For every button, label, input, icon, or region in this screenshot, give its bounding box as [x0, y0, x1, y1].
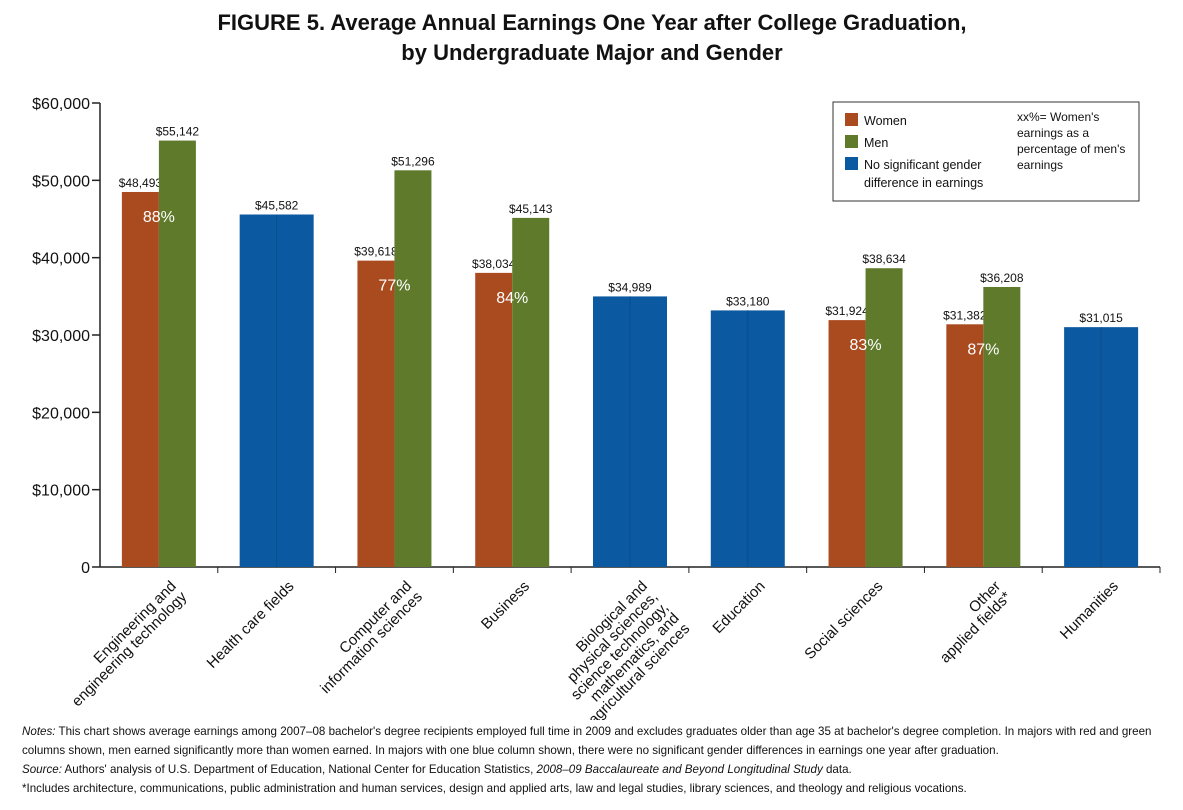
- bar: [512, 217, 550, 567]
- y-tick-label: $10,000: [32, 483, 90, 500]
- value-label: $31,382: [943, 308, 987, 322]
- x-tick-label: Biological andphysical sciences,science …: [543, 578, 694, 720]
- notes: Notes: This chart shows average earnings…: [22, 722, 1167, 798]
- ratio-label: 83%: [850, 337, 882, 354]
- y-tick-label: $60,000: [32, 96, 90, 113]
- x-tick-label: Engineering andengineering technology: [58, 577, 191, 710]
- y-tick-label: $30,000: [32, 328, 90, 345]
- ratio-label: 87%: [967, 341, 999, 358]
- legend-box: [832, 101, 1140, 202]
- x-tick-label: Health care fields: [204, 578, 298, 672]
- ratio-label: 77%: [378, 278, 410, 295]
- value-label: $48,493: [119, 176, 163, 190]
- notes-text: This chart shows average earnings among …: [22, 725, 1152, 757]
- legend-label: No significant gender difference in earni…: [864, 158, 983, 190]
- value-label: $31,015: [1079, 311, 1123, 325]
- value-label: $38,634: [862, 252, 906, 266]
- value-label: $31,924: [825, 304, 869, 318]
- bar: [828, 320, 866, 567]
- notes-label: Notes:: [22, 725, 56, 738]
- source-text: Authors' analysis of U.S. Department of …: [61, 763, 537, 776]
- value-label: $33,180: [726, 294, 770, 308]
- footnote: *Includes architecture, communications, …: [22, 782, 967, 795]
- bar: [394, 170, 432, 568]
- ratio-label: 84%: [496, 290, 528, 307]
- value-label: $55,142: [156, 125, 200, 139]
- x-tick-label: Humanities: [1057, 578, 1122, 643]
- bar: [865, 268, 903, 567]
- value-label: $39,618: [354, 245, 398, 259]
- value-label: $45,143: [509, 202, 553, 216]
- source-title: 2008–09 Baccalaureate and Beyond Longitu…: [536, 763, 823, 776]
- legend-swatch: [845, 157, 858, 170]
- x-tick-label: Business: [478, 578, 533, 633]
- bar: [158, 140, 196, 567]
- legend-note: xx%= Women's earnings as a percentage of m…: [1017, 110, 1125, 172]
- notes-paragraph: Notes: This chart shows average earnings…: [22, 722, 1167, 760]
- value-label: $51,296: [391, 154, 435, 168]
- source-label: Source:: [22, 763, 62, 776]
- bar: [357, 260, 395, 567]
- chart: FIGURE 5. Average Annual Earnings One Ye…: [32, 10, 1161, 720]
- value-label: $36,208: [980, 271, 1024, 285]
- bar: [983, 286, 1021, 567]
- y-tick-label: $20,000: [32, 405, 90, 422]
- x-tick-label: Social sciences: [801, 578, 886, 663]
- legend-swatch: [845, 113, 858, 126]
- bar: [946, 324, 984, 567]
- bar: [121, 191, 159, 567]
- y-tick-label: $50,000: [32, 173, 90, 190]
- source-paragraph: Source: Authors' analysis of U.S. Depart…: [22, 760, 1167, 779]
- legend-label: Women: [864, 114, 907, 128]
- ratio-label: 88%: [143, 209, 175, 226]
- source-end: data.: [822, 763, 852, 776]
- y-tick-label: $40,000: [32, 251, 90, 268]
- legend-label: Men: [864, 136, 888, 150]
- x-tick-label: Otherapplied fields*: [926, 578, 1015, 667]
- value-label: $38,034: [472, 257, 516, 271]
- chart-title: FIGURE 5. Average Annual Earnings One Ye…: [217, 10, 966, 35]
- chart-subtitle: by Undergraduate Major and Gender: [401, 40, 783, 65]
- bar: [475, 272, 513, 567]
- y-tick-label: 0: [81, 560, 90, 577]
- value-label: $45,582: [255, 198, 299, 212]
- legend-swatch: [845, 135, 858, 148]
- x-tick-label: Computer andinformation sciences: [307, 578, 426, 697]
- value-label: $34,989: [608, 280, 652, 294]
- x-tick-label: Education: [709, 578, 768, 637]
